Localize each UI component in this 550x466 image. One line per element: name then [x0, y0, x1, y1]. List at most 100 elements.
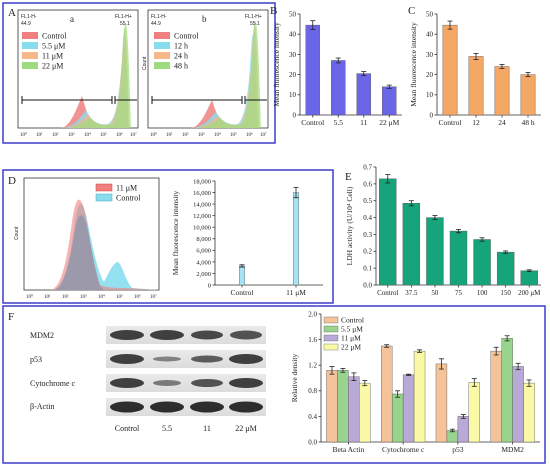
blot-band: [110, 378, 144, 388]
panel-a-frame: [2, 2, 276, 144]
y-axis-label: LDH activity (U/10⁴ Cell): [345, 186, 354, 265]
y-tick-label: 0: [293, 111, 297, 119]
bar: [468, 56, 484, 116]
x-tick-label: 10¹: [36, 132, 43, 138]
x-tick-label: 10¹: [166, 132, 173, 138]
y-tick-label: 0.6: [363, 180, 372, 188]
y-tick-label: 0.2: [363, 248, 372, 256]
bar: [413, 350, 426, 443]
y-tick-label: 10: [289, 91, 297, 99]
x-tick-label: 50: [431, 289, 439, 297]
bar: [494, 66, 510, 116]
blot-band: [190, 401, 224, 413]
y-axis-label: Mean fluorescence intensity: [409, 22, 418, 107]
bar: [490, 350, 502, 443]
chart-b: 0 10 20 30 40 50 Mean fluorescence intensity B C…: [270, 5, 402, 127]
blot-band: [110, 330, 144, 340]
hist-b-48h: [148, 21, 261, 129]
blot-row-label: Cytochrome c: [30, 379, 76, 388]
legend-a-swatch: [22, 62, 38, 69]
legend-a-label: 11 μM: [42, 52, 63, 61]
bar: [293, 192, 299, 286]
chart-f: 0.0 0.4 0.8 1.2 1.6 2.0 Relative density Beta A…: [290, 310, 540, 454]
histogram-a-sublabel: a: [70, 14, 74, 24]
legend-b-swatch: [154, 32, 170, 39]
y-tick-label: 30: [289, 51, 297, 59]
x-tick-label: 100: [477, 289, 488, 297]
blot-strip-beta-actin: [106, 398, 266, 416]
bar: [473, 239, 491, 286]
x-tick-label: 10⁵: [230, 132, 237, 138]
blot-band: [150, 401, 184, 413]
y-tick-label: 10: [426, 91, 434, 99]
bar: [381, 345, 393, 443]
chart-e: 0.0 0.1 0.2 0.3 0.4 0.5 0.6 0.7 LDH activity (U/…: [345, 163, 541, 297]
legend-swatch: [323, 325, 339, 333]
x-tick-label: 10⁷: [150, 294, 157, 300]
bar: [356, 73, 371, 116]
legend-b-swatch: [154, 42, 170, 49]
y-tick-label: 1.2: [308, 362, 317, 370]
y-tick-label: 8,000: [196, 236, 211, 243]
blot-row-label: p53: [30, 355, 42, 364]
blot-band: [229, 354, 263, 364]
blot-band: [191, 379, 223, 387]
x-tick-label: 10⁴: [84, 132, 91, 138]
y-tick-label: 0.4: [363, 214, 372, 222]
histogram-b-sublabel: b: [202, 14, 207, 24]
bar: [446, 430, 459, 443]
y-axis-label: Mean fluorescence intensity: [272, 22, 281, 107]
blot-strip-mdm2: [106, 326, 266, 344]
histogram-d-xticks: 10⁰ 10¹ 10² 10³ 10⁴ 10⁵ 10⁶ 10⁷: [26, 294, 157, 300]
x-tick-label: 150: [500, 289, 511, 297]
x-tick-label: 10⁶: [116, 132, 123, 138]
bar: [496, 251, 515, 286]
gate-a-left-label: FL1-H-: [21, 14, 37, 20]
x-tick-label: Control: [231, 288, 254, 297]
x-tick-label: 10³: [68, 132, 75, 138]
histogram-a: FL1-H- 44.9 FL1-H+ 55.1 a Control 5.5 μM…: [17, 9, 139, 138]
blot-band: [110, 354, 144, 364]
x-tick-label: Control: [439, 118, 462, 127]
bar: [402, 374, 415, 443]
bar: [520, 74, 536, 116]
bar: [337, 370, 349, 443]
bar: [391, 393, 404, 443]
x-tick-label: 10⁶: [134, 294, 141, 300]
blot-band: [230, 330, 262, 340]
legend-d: 11 μM Control: [95, 184, 141, 203]
y-tick-label: 0.8: [308, 387, 317, 395]
western-blot: MDM2 p53 Cytochrome c β-Actin Control 5.…: [30, 326, 266, 433]
x-tick-label: 200 μM: [518, 289, 541, 297]
gate-a-left-value: 44.9: [21, 21, 31, 27]
x-tick-label: 5.5: [334, 118, 344, 127]
y-tick-label: 30: [426, 51, 434, 59]
y-tick-label: 0.4: [308, 413, 317, 421]
blot-lane-label: 11: [203, 424, 211, 433]
y-tick-label: 10,000: [193, 225, 211, 232]
panel-f-frame: [2, 305, 546, 464]
x-tick-label: 12: [472, 118, 480, 127]
legend-b-label: Control: [174, 32, 199, 41]
y-tick-label: 0.1: [363, 265, 372, 273]
legend-b-label: 24 h: [174, 52, 188, 61]
histogram-d: 11 μM Control Count 10⁰ 10¹ 10² 10³ 10⁴ …: [14, 177, 160, 300]
bar: [379, 178, 397, 286]
bar: [523, 382, 535, 443]
bar: [512, 366, 524, 443]
hist-b-control: [148, 100, 268, 128]
blot-band: [191, 355, 223, 363]
x-tick-label: 10³: [198, 132, 205, 138]
panel-letter: E: [345, 171, 352, 183]
legend-b-swatch: [154, 62, 170, 69]
x-tick-label: 10⁵: [116, 294, 123, 300]
gate-b-right-label: FL1-H+: [245, 14, 262, 20]
x-tick-label: 10⁵: [100, 132, 107, 138]
legend-a-swatch: [22, 52, 38, 59]
y-tick-label: 0: [208, 282, 211, 289]
hist-a-control: [18, 96, 138, 128]
bar: [305, 24, 320, 116]
x-tick-label: 11: [360, 118, 367, 127]
x-tick-label: 22 μM: [379, 118, 399, 127]
